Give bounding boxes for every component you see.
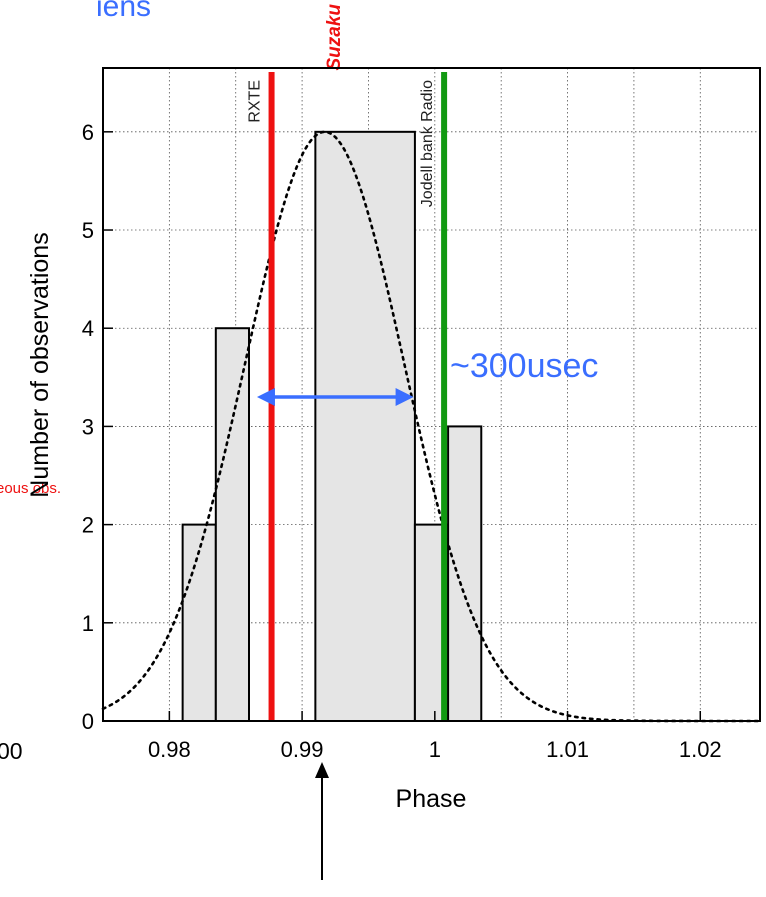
x-tick-label: 0.99	[281, 737, 324, 762]
histogram-bar	[214, 327, 250, 722]
y-tick-label: 3	[82, 414, 94, 439]
header-fragment: iens	[96, 0, 151, 23]
annotation-text: ~300usec	[450, 347, 598, 385]
x-tick-label: 0.98	[148, 737, 191, 762]
x-tick-label: 1.02	[679, 737, 722, 762]
histogram-bar	[447, 425, 483, 722]
annotation-arrowhead-right	[395, 387, 414, 406]
histogram-bar	[181, 523, 217, 722]
left-fragment-label: eous obs.	[0, 480, 61, 497]
y-tick-label: 5	[82, 218, 94, 243]
plot-frame	[102, 67, 761, 722]
y-axis-ticks: 0 1 2 3 4 5 6	[82, 120, 113, 734]
histogram-bars	[181, 130, 483, 722]
y-tick-label: 4	[82, 316, 94, 341]
x-tick-label: 1.01	[546, 737, 589, 762]
y-axis-label: Number of observations	[26, 232, 54, 497]
pointer-arrow	[315, 762, 329, 880]
annotation: ~300usec	[256, 347, 598, 406]
x-axis-label: Phase	[396, 785, 467, 813]
y-tick-label: 6	[82, 120, 94, 145]
marker-label-suzaku: Suzaku	[324, 4, 345, 71]
annotation-arrowhead-left	[256, 387, 275, 406]
x-tick-label: 1	[429, 737, 441, 762]
x-axis-ticks: 0.98 0.99 1 1.01 1.02	[148, 711, 722, 762]
y-tick-label: 1	[82, 611, 94, 636]
left-fragment-tick: 00	[0, 738, 23, 764]
marker-label-rxte: RXTE	[247, 80, 264, 123]
y-tick-label: 0	[82, 709, 94, 734]
y-tick-label: 2	[82, 513, 94, 538]
marker-label-radio: Jodell bank Radio	[419, 80, 436, 207]
histogram-bar	[314, 130, 416, 722]
